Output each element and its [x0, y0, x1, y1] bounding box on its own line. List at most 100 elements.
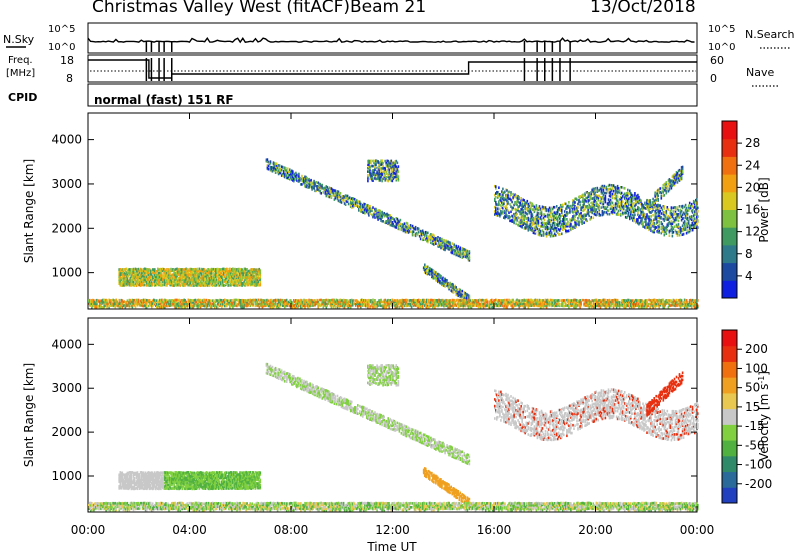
power-echo-cell	[462, 247, 465, 251]
power-echo-cell	[282, 171, 285, 175]
power-echo-cell	[122, 277, 125, 280]
power-echo-cell	[666, 225, 669, 228]
power-echo-cell	[288, 302, 290, 306]
power-echo-cell	[133, 276, 136, 280]
power-echo-cell	[608, 203, 611, 207]
power-echo-cell	[321, 300, 323, 304]
power-echo-cell	[678, 173, 681, 177]
power-echo-cell	[204, 280, 207, 284]
power-echo-cell	[191, 304, 194, 308]
power-echo-cell	[290, 176, 292, 179]
power-echo-cell	[388, 164, 390, 168]
power-echo-cell	[639, 198, 641, 202]
power-echo-cell	[686, 225, 689, 229]
power-echo-cell	[178, 267, 180, 271]
power-echo-cell	[254, 300, 257, 304]
power-echo-cell	[101, 299, 103, 302]
power-echo-cell	[535, 218, 538, 221]
power-echo-cell	[234, 273, 236, 276]
power-echo-cell	[231, 301, 233, 304]
power-echo-cell	[241, 278, 243, 282]
power-echo-cell	[196, 302, 199, 306]
power-echo-cell	[394, 175, 397, 179]
power-echo-cell	[632, 219, 634, 222]
power-echo-cell	[284, 170, 287, 173]
power-echo-cell	[351, 204, 354, 208]
power-echo-cell	[189, 269, 192, 273]
power-echo-cell	[435, 271, 437, 274]
power-echo-cell	[647, 226, 649, 229]
nsky-tick-top: 10^5	[48, 24, 75, 35]
power-echo-cell	[336, 192, 339, 195]
power-echo-cell	[176, 267, 178, 271]
power-echo-cell	[661, 186, 664, 190]
power-echo-cell	[146, 273, 149, 277]
power-echo-cell	[182, 282, 184, 285]
power-echo-cell	[537, 217, 540, 220]
power-echo-cell	[452, 285, 454, 289]
power-echo-cell	[525, 223, 528, 226]
power-echo-cell	[203, 300, 206, 304]
power-echo-cell	[196, 275, 199, 278]
power-echo-cell	[678, 214, 681, 217]
power-echo-cell	[194, 267, 197, 271]
power-echo-cell	[597, 198, 600, 202]
power-echo-cell	[669, 222, 672, 225]
power-echo-cell	[143, 276, 146, 280]
power-echo-cell	[525, 201, 528, 205]
power-echo-cell	[673, 182, 676, 185]
power-echo-cell	[572, 200, 574, 204]
power-echo-cell	[450, 247, 452, 251]
power-echo-cell	[534, 207, 537, 210]
power-echo-cell	[363, 202, 365, 206]
power-echo-cell	[207, 274, 210, 278]
power-echo-cell	[378, 214, 380, 218]
power-echo-cell	[427, 240, 429, 244]
power-echo-cell	[352, 203, 355, 206]
power-echo-cell	[258, 269, 261, 273]
power-echo-cell	[628, 197, 630, 201]
power-echo-cell	[651, 210, 653, 213]
power-echo-cell	[145, 299, 148, 302]
power-echo-cell	[311, 186, 313, 189]
power-echo-cell	[664, 230, 667, 234]
power-echo-cell	[157, 269, 159, 273]
power-echo-cell	[577, 202, 579, 206]
power-echo-cell	[194, 300, 197, 304]
power-echo-cell	[197, 273, 200, 276]
power-echo-cell	[362, 203, 364, 207]
power-echo-cell	[275, 162, 278, 166]
power-echo-cell	[685, 222, 688, 226]
power-echo-cell	[313, 299, 315, 302]
power-echo-cell	[612, 189, 615, 193]
power-echo-cell	[229, 301, 231, 304]
power-echo-cell	[133, 275, 136, 278]
power-echo-cell	[157, 267, 159, 271]
power-echo-cell	[228, 270, 230, 273]
power-echo-cell	[381, 219, 383, 223]
power-echo-cell	[579, 196, 581, 199]
power-echo-cell	[341, 198, 344, 201]
power-echo-cell	[210, 305, 213, 309]
power-echo-cell	[301, 174, 303, 178]
power-echo-cell	[557, 208, 560, 212]
power-echo-cell	[295, 299, 297, 302]
power-echo-cell	[294, 300, 296, 304]
power-echo-cell	[581, 222, 583, 225]
power-echo-cell	[656, 191, 658, 195]
power-echo-cell	[305, 181, 307, 184]
power-echo-cell	[249, 280, 251, 284]
power-echo-cell	[387, 175, 389, 179]
power-echo-cell	[407, 228, 410, 231]
power-echo-cell	[680, 210, 683, 213]
power-echo-cell	[440, 280, 442, 284]
power-echo-cell	[269, 161, 272, 165]
power-echo-cell	[197, 278, 200, 282]
power-echo-cell	[521, 220, 523, 224]
power-echo-cell	[185, 269, 187, 273]
power-echo-cell	[240, 300, 242, 304]
power-echo-cell	[502, 203, 504, 206]
power-echo-cell	[240, 304, 242, 307]
power-echo-cell	[538, 205, 541, 208]
power-echo-cell	[123, 284, 126, 287]
